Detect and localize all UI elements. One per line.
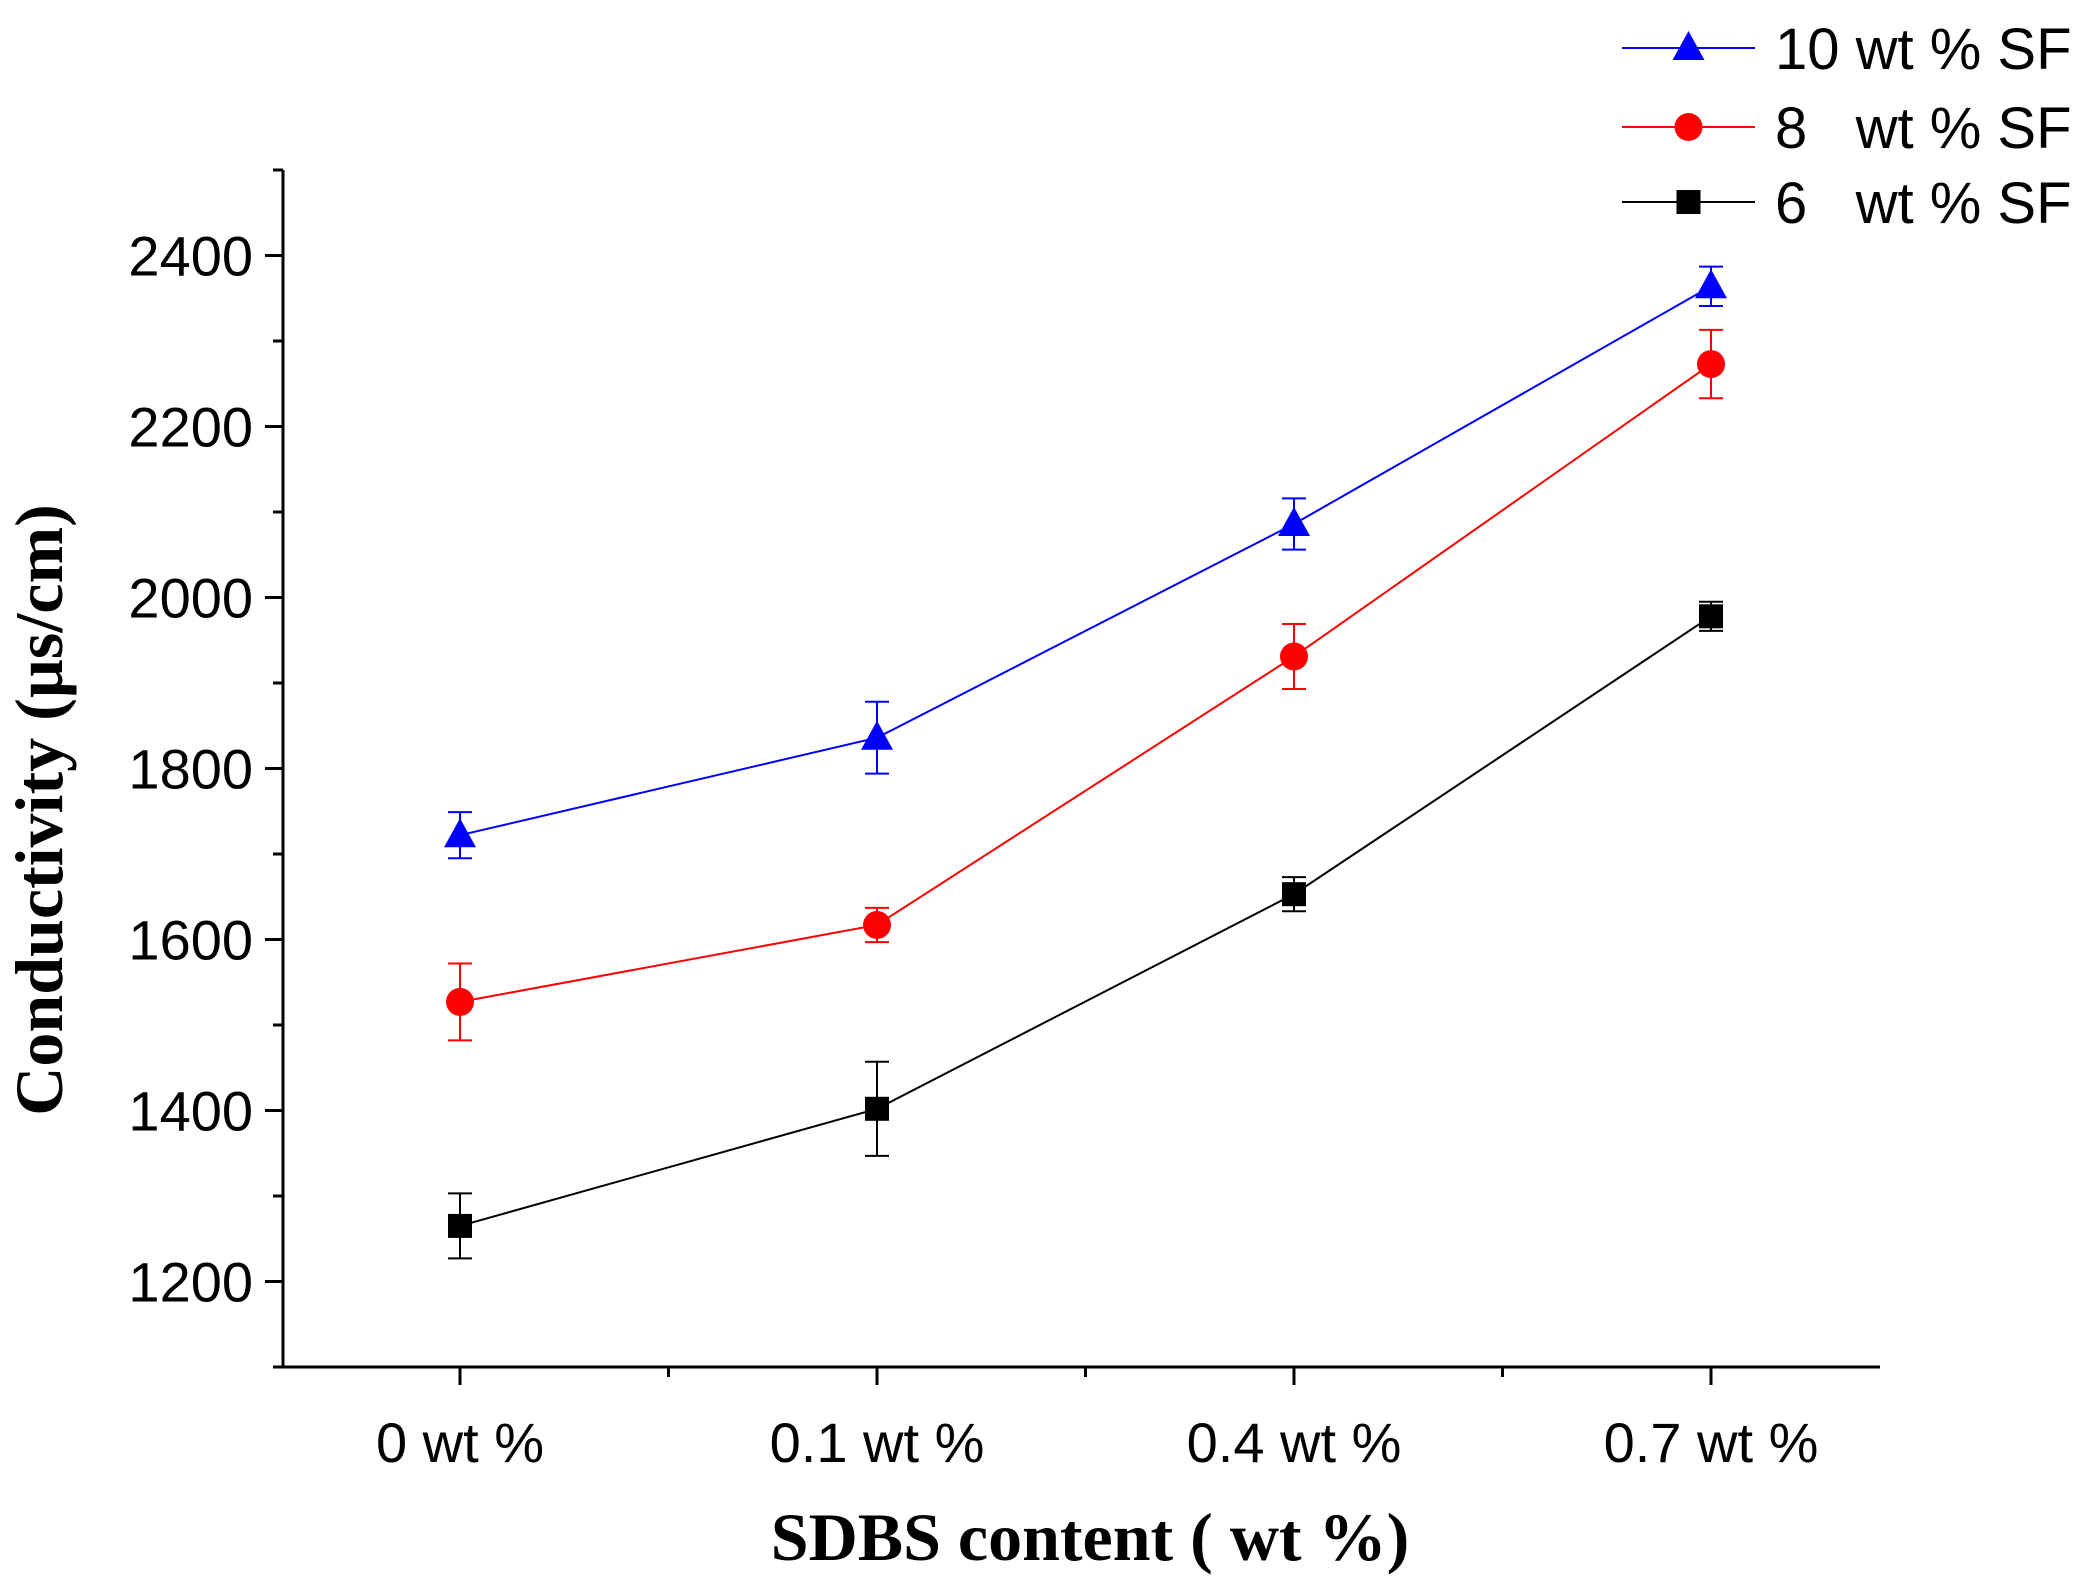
- data-point: [861, 720, 893, 750]
- data-point: [1695, 269, 1727, 299]
- y-tick-label: 1400: [128, 1080, 253, 1143]
- y-tick-label: 1200: [128, 1251, 253, 1314]
- data-point: [1280, 642, 1308, 671]
- legend-marker: [1674, 113, 1703, 141]
- series-circle: [446, 328, 1725, 1042]
- legend-label: 8 wt % SF: [1775, 96, 2072, 161]
- y-axis-title: Conductivity (µs/cm): [1, 504, 77, 1115]
- x-tick-label: 0.1 wt %: [770, 1411, 985, 1474]
- legend-label: 10 wt % SF: [1775, 17, 2072, 82]
- legend-marker: [1676, 190, 1701, 214]
- legend-label: 6 wt % SF: [1775, 171, 2072, 236]
- data-point: [1278, 506, 1310, 536]
- data-point: [446, 987, 474, 1016]
- y-tick-label: 1800: [128, 738, 253, 801]
- axes: 1200 1400 1600 1800 2000 2200 2400 0 wt % 0.1 wt…: [128, 168, 1880, 1474]
- series-square: [448, 600, 1723, 1260]
- x-axis-title: SDBS content ( wt %): [771, 1499, 1409, 1575]
- plot-area: [444, 265, 1727, 1260]
- legend-item: 6 wt % SF: [1622, 171, 2072, 236]
- data-point: [865, 1096, 889, 1121]
- data-point: [444, 818, 476, 848]
- legend-item: 10 wt % SF: [1622, 17, 2072, 82]
- data-point: [1697, 350, 1725, 379]
- series-line: [459, 363, 1712, 1003]
- y-tick-label: 2200: [128, 396, 253, 459]
- x-tick-label: 0.7 wt %: [1604, 1411, 1819, 1474]
- data-point: [863, 910, 891, 939]
- y-tick-label: 1600: [128, 909, 253, 972]
- data-point: [1282, 882, 1306, 907]
- x-tick-label: 0.4 wt %: [1187, 1411, 1402, 1474]
- data-point: [1699, 604, 1723, 629]
- series-triangle: [444, 265, 1727, 860]
- legend: 10 wt % SF 8 wt % SF 6 wt % SF: [1622, 17, 2072, 236]
- legend-marker: [1672, 31, 1705, 60]
- data-point: [448, 1213, 472, 1238]
- y-tick-label: 2000: [128, 567, 253, 630]
- series-line: [459, 285, 1712, 837]
- y-tick-label: 2400: [128, 225, 253, 288]
- x-tick-label: 0 wt %: [376, 1411, 544, 1474]
- legend-item: 8 wt % SF: [1622, 96, 2072, 161]
- series-line: [459, 615, 1712, 1227]
